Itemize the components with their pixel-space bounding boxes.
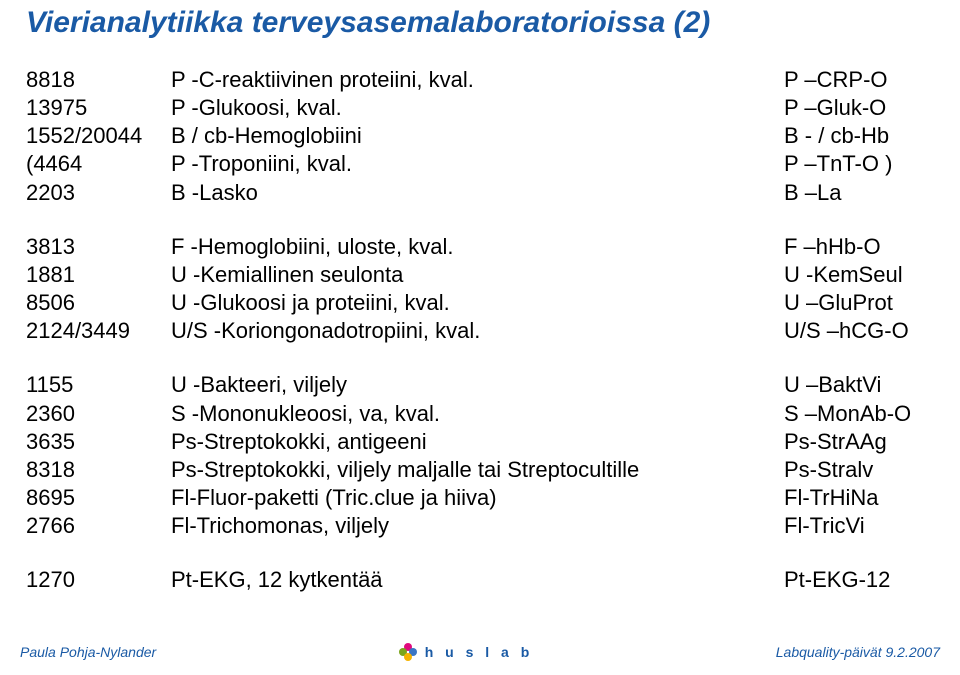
cell-description: U/S -Koriongonadotropiini, kval. [171, 317, 784, 345]
cell-code: 1881 [26, 261, 171, 289]
cell-abbr: B - / cb-Hb [784, 122, 934, 150]
table-row: 1552/20044B / cb-HemoglobiiniB - / cb-Hb [26, 122, 934, 150]
table-row: 1155U -Bakteeri, viljelyU –BaktVi [26, 371, 934, 399]
cell-description: Pt-EKG, 12 kytkentää [171, 566, 784, 594]
footer-author: Paula Pohja-Nylander [20, 644, 156, 660]
cell-description: B / cb-Hemoglobiini [171, 122, 784, 150]
cell-abbr: Pt-EKG-12 [784, 566, 934, 594]
cell-code: 2766 [26, 512, 171, 540]
cell-abbr: U/S –hCG-O [784, 317, 934, 345]
cell-description: P -Glukoosi, kval. [171, 94, 784, 122]
cell-abbr: P –Gluk-O [784, 94, 934, 122]
slide-body: 8818P -C-reaktiivinen proteiini, kval.P … [26, 66, 934, 621]
cell-description: U -Bakteeri, viljely [171, 371, 784, 399]
cell-description: S -Mononukleoosi, va, kval. [171, 400, 784, 428]
table-row: 2124/3449U/S -Koriongonadotropiini, kval… [26, 317, 934, 345]
slide-title: Vierianalytiikka terveysasemalaboratorio… [26, 6, 710, 40]
cell-abbr: U -KemSeul [784, 261, 934, 289]
cell-description: Ps-Streptokokki, viljely maljalle tai St… [171, 456, 784, 484]
table-group: 1270Pt-EKG, 12 kytkentääPt-EKG-12 [26, 566, 934, 594]
cell-code: 1270 [26, 566, 171, 594]
cell-code: 3635 [26, 428, 171, 456]
cell-abbr: B –La [784, 179, 934, 207]
table-group: 1155U -Bakteeri, viljelyU –BaktVi2360S -… [26, 371, 934, 540]
cell-abbr: P –TnT-O ) [784, 150, 934, 178]
cell-description: Ps-Streptokokki, antigeeni [171, 428, 784, 456]
cell-code: 13975 [26, 94, 171, 122]
cell-abbr: Ps-StrAAg [784, 428, 934, 456]
table-row: 2360S -Mononukleoosi, va, kval.S –MonAb-… [26, 400, 934, 428]
slide: Vierianalytiikka terveysasemalaboratorio… [0, 0, 960, 675]
cell-code: 8506 [26, 289, 171, 317]
table-row: 8818P -C-reaktiivinen proteiini, kval.P … [26, 66, 934, 94]
cell-code: 2124/3449 [26, 317, 171, 345]
footer-logo-text: h u s l a b [425, 644, 534, 660]
table-row: 8318Ps-Streptokokki, viljely maljalle ta… [26, 456, 934, 484]
table-row: 1881U -Kemiallinen seulontaU -KemSeul [26, 261, 934, 289]
cell-description: P -C-reaktiivinen proteiini, kval. [171, 66, 784, 94]
cell-code: 1552/20044 [26, 122, 171, 150]
table-row: 13975P -Glukoosi, kval.P –Gluk-O [26, 94, 934, 122]
slide-footer: Paula Pohja-Nylander h u s l a b Labqual… [0, 637, 960, 667]
cell-description: U -Glukoosi ja proteiini, kval. [171, 289, 784, 317]
table-row: 1270Pt-EKG, 12 kytkentääPt-EKG-12 [26, 566, 934, 594]
cell-code: 8818 [26, 66, 171, 94]
cell-abbr: F –hHb-O [784, 233, 934, 261]
table-row: 8506U -Glukoosi ja proteiini, kval.U –Gl… [26, 289, 934, 317]
cell-description: Fl-Trichomonas, viljely [171, 512, 784, 540]
cell-code: (4464 [26, 150, 171, 178]
footer-event: Labquality-päivät 9.2.2007 [776, 644, 940, 660]
cell-code: 2360 [26, 400, 171, 428]
cell-abbr: Ps-Stralv [784, 456, 934, 484]
cell-code: 2203 [26, 179, 171, 207]
cell-code: 8695 [26, 484, 171, 512]
cell-description: U -Kemiallinen seulonta [171, 261, 784, 289]
table-row: 3813F -Hemoglobiini, uloste, kval.F –hHb… [26, 233, 934, 261]
table-row: (4464P -Troponiini, kval.P –TnT-O ) [26, 150, 934, 178]
cell-description: Fl-Fluor-paketti (Tric.clue ja hiiva) [171, 484, 784, 512]
cell-abbr: P –CRP-O [784, 66, 934, 94]
footer-logo: h u s l a b [399, 643, 534, 661]
cell-code: 3813 [26, 233, 171, 261]
cell-description: P -Troponiini, kval. [171, 150, 784, 178]
table-row: 8695Fl-Fluor-paketti (Tric.clue ja hiiva… [26, 484, 934, 512]
cell-abbr: S –MonAb-O [784, 400, 934, 428]
cell-description: B -Lasko [171, 179, 784, 207]
table-group: 3813F -Hemoglobiini, uloste, kval.F –hHb… [26, 233, 934, 346]
table-row: 2203B -LaskoB –La [26, 179, 934, 207]
cell-code: 1155 [26, 371, 171, 399]
cell-description: F -Hemoglobiini, uloste, kval. [171, 233, 784, 261]
table-group: 8818P -C-reaktiivinen proteiini, kval.P … [26, 66, 934, 207]
cell-abbr: Fl-TricVi [784, 512, 934, 540]
cell-code: 8318 [26, 456, 171, 484]
table-row: 3635Ps-Streptokokki, antigeeniPs-StrAAg [26, 428, 934, 456]
cell-abbr: U –BaktVi [784, 371, 934, 399]
cell-abbr: U –GluProt [784, 289, 934, 317]
cell-abbr: Fl-TrHiNa [784, 484, 934, 512]
clover-icon [399, 643, 417, 661]
table-row: 2766Fl-Trichomonas, viljelyFl-TricVi [26, 512, 934, 540]
